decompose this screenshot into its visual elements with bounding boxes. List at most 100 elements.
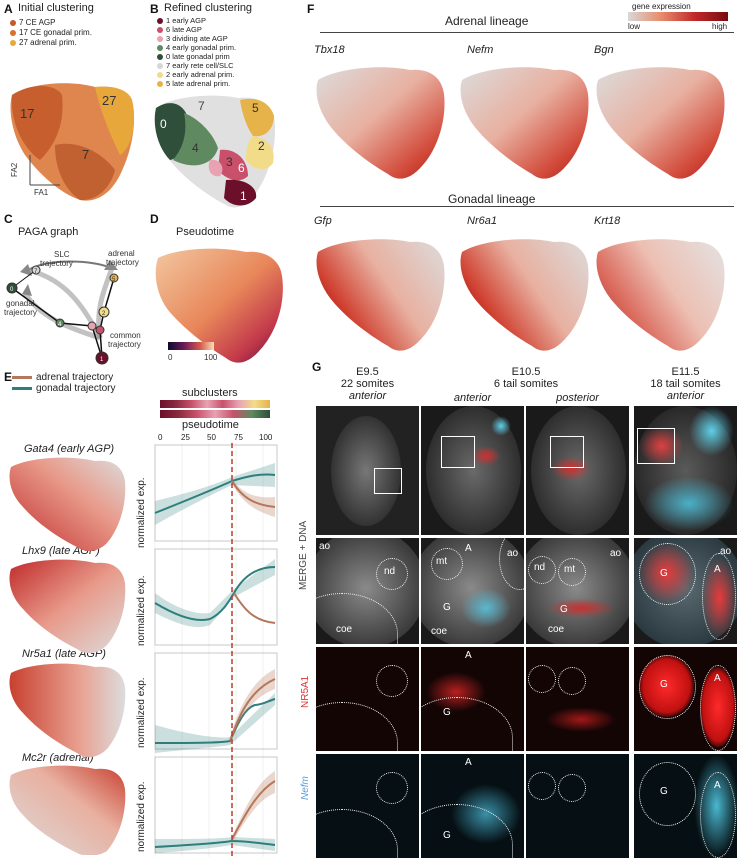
- adrenal-trajectory-label: adrenal trajectory: [106, 249, 139, 267]
- legend-item: 0 late gonadal prim: [157, 52, 236, 61]
- tick-label: 0: [158, 433, 163, 442]
- micrograph-nr5a1: G A: [634, 647, 737, 751]
- label-g: G: [660, 679, 668, 690]
- label-coe: coe: [336, 624, 353, 635]
- slc-trajectory-label: SLC trajectory: [40, 250, 73, 268]
- legend-item: 7 early rete cell/SLC: [157, 61, 236, 70]
- label-mt: mt: [436, 556, 448, 567]
- micrograph-overview: [634, 406, 737, 535]
- label-a: A: [465, 543, 472, 554]
- label-nd: nd: [534, 562, 546, 573]
- colorbar-title: gene expression: [632, 2, 691, 11]
- micrograph-nefm: G A: [634, 754, 737, 858]
- axis-x-label: FA1: [34, 188, 49, 197]
- column-region: posterior: [556, 392, 599, 404]
- micrograph-overview: [526, 406, 629, 535]
- panel-a-title: Initial clustering: [18, 2, 94, 14]
- micrograph-nr5a1: A G: [421, 647, 524, 751]
- tick-label: 50: [207, 433, 216, 442]
- cluster-label: 3: [226, 155, 233, 169]
- micrograph-overview: [421, 406, 524, 535]
- panel-d-title: Pseudotime: [176, 226, 235, 238]
- label-ao: ao: [319, 541, 331, 552]
- label-ao: ao: [720, 546, 732, 557]
- tick-label: 75: [234, 433, 243, 442]
- label-g: G: [443, 830, 451, 841]
- paga-graph: 7 5 0 4 2 1 SLC trajectory adrenal traject…: [4, 249, 141, 365]
- trajectory-plots: [154, 443, 278, 857]
- svg-text:0: 0: [10, 287, 14, 293]
- panel-g-letter: G: [312, 360, 322, 374]
- panel-b-title: Refined clustering: [164, 2, 253, 14]
- common-trajectory-label: common trajectory: [108, 331, 141, 349]
- svg-text:4: 4: [58, 322, 62, 328]
- micrograph-merge: ao G A: [634, 538, 737, 644]
- ylabel: normalized exp.: [136, 477, 147, 548]
- cluster-label: 5: [252, 101, 259, 115]
- cluster-label: 7: [82, 147, 89, 162]
- pseudotime-scale-min: 0: [168, 353, 173, 362]
- panel-b-embedding: 7 5 0 4 2 3 6 1: [154, 95, 276, 208]
- colorbar-high: high: [712, 22, 728, 31]
- gene-label: Mc2r (adrenal): [22, 752, 94, 764]
- panel-e-umaps: [9, 457, 126, 855]
- label-a: A: [714, 564, 721, 575]
- panel-c-letter: C: [4, 212, 13, 226]
- label-coe: coe: [548, 624, 565, 635]
- adrenal-umaps: [316, 67, 725, 179]
- label-a: A: [465, 757, 472, 768]
- panel-b-letter: B: [150, 2, 159, 16]
- micrograph-nr5a1: [526, 647, 629, 751]
- cluster-label: 0: [160, 117, 167, 131]
- panel-a-letter: A: [4, 2, 13, 16]
- adrenal-lineage-header: Adrenal lineage: [445, 14, 529, 28]
- legend-item: 1 early AGP: [157, 16, 236, 25]
- cluster-label: 27: [102, 93, 116, 108]
- micrograph-nr5a1: [316, 647, 419, 751]
- cluster-label: 7: [198, 99, 205, 113]
- legend-item: 17 CE gonadal prim.: [10, 28, 92, 38]
- cluster-label: 6: [238, 161, 245, 175]
- cluster-label: 2: [258, 139, 265, 153]
- label-nd: nd: [384, 566, 396, 577]
- micrograph-nefm: A G: [421, 754, 524, 858]
- ylabel: normalized exp.: [136, 781, 147, 852]
- panel-b-legend: 1 early AGP 6 late AGP 3 dividing ate AG…: [157, 16, 236, 88]
- gene-label: Krt18: [594, 215, 621, 227]
- legend-item: 5 late adrenal prim.: [157, 79, 236, 88]
- gene-label: Nefm: [467, 44, 494, 56]
- gonadal-umaps: [316, 239, 725, 351]
- label-ao: ao: [610, 548, 622, 559]
- micrograph-merge: ao nd coe: [316, 538, 419, 644]
- svg-text:5: 5: [112, 277, 116, 283]
- micrograph-nefm: [316, 754, 419, 858]
- axis-y-label: FA2: [10, 162, 19, 177]
- svg-text:7: 7: [34, 269, 38, 275]
- micrograph-merge: nd mt ao G coe: [526, 538, 629, 644]
- micrograph-overview: [316, 406, 419, 535]
- legend-item: 3 dividing ate AGP: [157, 34, 236, 43]
- subclusters-bar-adrenal: [160, 400, 270, 408]
- label-g: G: [443, 707, 451, 718]
- label-g: G: [443, 602, 451, 613]
- subclusters-bar-gonadal: [160, 410, 270, 418]
- divider: [320, 32, 734, 33]
- label-a: A: [465, 650, 472, 661]
- gene-label: Bgn: [594, 44, 614, 56]
- panel-a-legend: 7 CE AGP 17 CE gonadal prim. 27 adrenal …: [10, 18, 92, 48]
- legend-item: 27 adrenal prim.: [10, 38, 92, 48]
- column-header: E11.5 18 tail somites anterior: [650, 366, 721, 402]
- label-coe: coe: [431, 626, 448, 637]
- legend-item: 6 late AGP: [157, 25, 236, 34]
- micrograph-nefm: [526, 754, 629, 858]
- divider: [320, 206, 734, 207]
- row-label-nefm: Nefm: [300, 776, 311, 800]
- gonadal-lineage-header: Gonadal lineage: [448, 192, 536, 206]
- panel-d-letter: D: [150, 212, 159, 226]
- row-label-merge: MERGE + DNA: [298, 520, 309, 590]
- panel-e-legend: adrenal trajectory gonadal trajectory: [12, 372, 116, 394]
- colorbar: [628, 12, 728, 21]
- panel-a-embedding: 17 27 7 FA2 FA1: [10, 83, 135, 201]
- zoom-box: [374, 468, 402, 494]
- zoom-box: [637, 428, 675, 464]
